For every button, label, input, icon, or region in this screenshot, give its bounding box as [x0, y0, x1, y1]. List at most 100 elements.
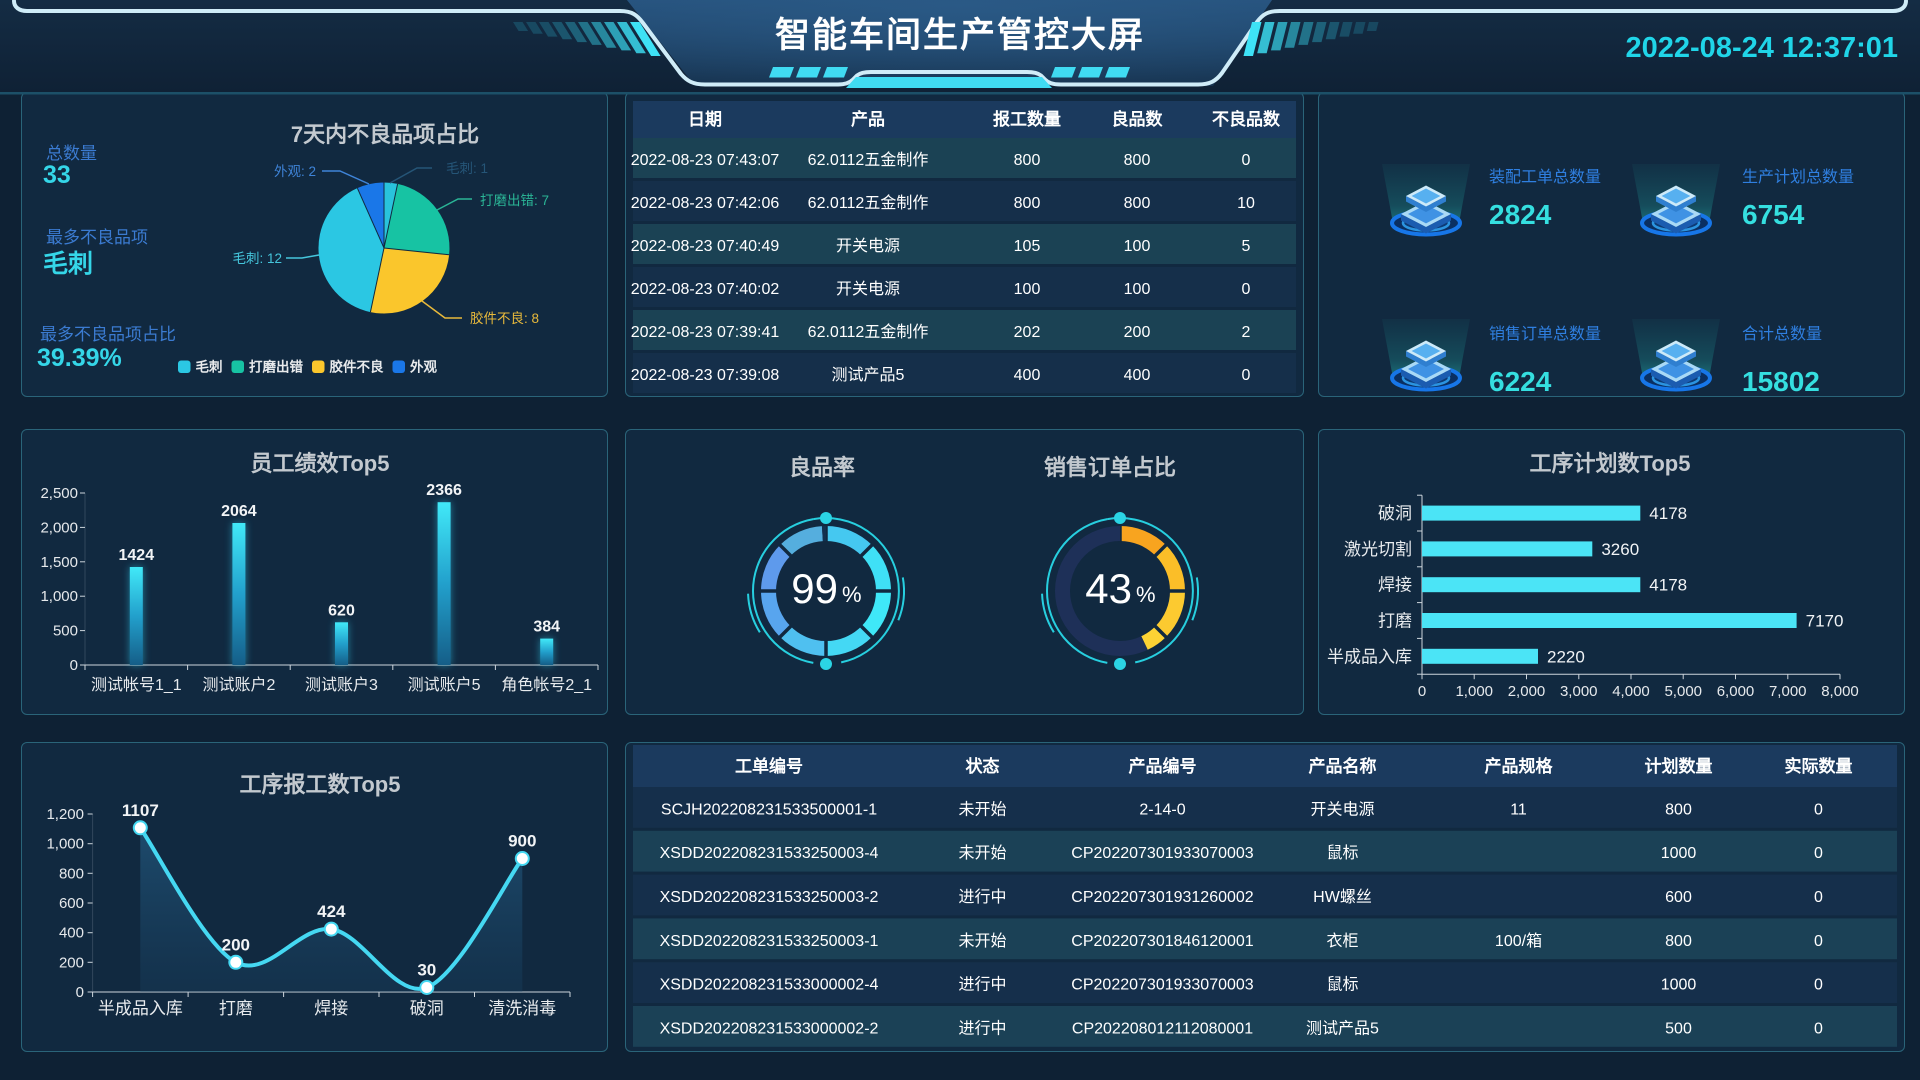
svg-text:进行中: 进行中	[958, 1019, 1006, 1037]
svg-text:2824: 2824	[1489, 199, 1552, 230]
svg-text:0: 0	[1814, 801, 1823, 818]
svg-text:焊接: 焊接	[1378, 576, 1412, 595]
svg-text:0: 0	[76, 984, 84, 1001]
svg-text:%: %	[842, 582, 862, 607]
svg-text:开关电源: 开关电源	[836, 237, 900, 255]
svg-text:外观: 外观	[410, 359, 437, 375]
svg-text:1000: 1000	[1661, 845, 1697, 862]
svg-text:8,000: 8,000	[1821, 683, 1859, 700]
svg-text:0: 0	[1242, 367, 1251, 384]
svg-text:半成品入库: 半成品入库	[98, 999, 183, 1018]
svg-text:800: 800	[1014, 152, 1041, 169]
svg-text:测试账户5: 测试账户5	[408, 676, 481, 694]
svg-text:XSDD202208231533250003-1: XSDD202208231533250003-1	[660, 933, 879, 950]
svg-text:100/箱: 100/箱	[1495, 932, 1542, 950]
svg-text:日期: 日期	[688, 110, 722, 129]
svg-text:毛刺: 12: 毛刺: 12	[232, 251, 282, 266]
svg-text:0: 0	[1242, 281, 1251, 298]
svg-text:2,500: 2,500	[40, 485, 78, 502]
svg-text:6754: 6754	[1742, 199, 1805, 230]
svg-text:2366: 2366	[426, 482, 462, 499]
svg-text:2022-08-23 07:39:08: 2022-08-23 07:39:08	[631, 367, 780, 384]
svg-text:半成品入库: 半成品入库	[1327, 647, 1412, 666]
svg-text:良品数: 良品数	[1112, 109, 1164, 129]
svg-text:600: 600	[1665, 889, 1692, 906]
svg-text:%: %	[1136, 582, 1156, 607]
svg-text:800: 800	[1665, 801, 1692, 818]
svg-text:2022-08-23 07:40:02: 2022-08-23 07:40:02	[631, 281, 780, 298]
svg-text:4,000: 4,000	[1612, 683, 1650, 700]
svg-text:0: 0	[70, 657, 78, 674]
svg-text:测试产品5: 测试产品5	[1306, 1019, 1379, 1037]
svg-text:开关电源: 开关电源	[1310, 800, 1374, 818]
svg-text:400: 400	[1014, 367, 1041, 384]
svg-text:6,000: 6,000	[1717, 683, 1755, 700]
svg-text:CP202207301933070003: CP202207301933070003	[1071, 845, 1254, 862]
svg-text:产品: 产品	[851, 109, 885, 129]
svg-text:0: 0	[1814, 889, 1823, 906]
svg-text:200: 200	[1124, 324, 1151, 341]
svg-text:6224: 6224	[1489, 366, 1552, 397]
svg-text:销售订单总数量: 销售订单总数量	[1489, 325, 1601, 343]
svg-text:毛刺: 1: 毛刺: 1	[446, 161, 488, 176]
svg-text:实际数量: 实际数量	[1785, 756, 1853, 776]
svg-text:3,000: 3,000	[1560, 683, 1598, 700]
svg-text:打磨: 打磨	[1378, 612, 1412, 631]
svg-text:0: 0	[1814, 933, 1823, 950]
svg-text:2-14-0: 2-14-0	[1139, 801, 1185, 818]
svg-text:测试产品5: 测试产品5	[832, 366, 905, 384]
svg-text:2: 2	[1242, 324, 1251, 341]
svg-text:2022-08-23 07:42:06: 2022-08-23 07:42:06	[631, 195, 780, 212]
svg-text:200: 200	[222, 935, 250, 954]
svg-text:99: 99	[791, 565, 838, 612]
svg-text:衣柜: 衣柜	[1326, 932, 1358, 950]
svg-text:800: 800	[1124, 195, 1151, 212]
svg-text:工单编号: 工单编号	[735, 756, 803, 776]
svg-text:100: 100	[1014, 281, 1041, 298]
svg-text:鼠标: 鼠标	[1326, 844, 1358, 862]
svg-text:清洗消毒: 清洗消毒	[488, 999, 556, 1018]
svg-text:1424: 1424	[119, 547, 155, 564]
svg-text:500: 500	[53, 623, 78, 640]
svg-text:角色帐号2_1: 角色帐号2_1	[501, 676, 592, 694]
svg-text:62.0112五金制作: 62.0112五金制作	[808, 151, 929, 169]
svg-text:激光切割: 激光切割	[1344, 540, 1412, 559]
svg-text:XSDD202208231533250003-4: XSDD202208231533250003-4	[660, 845, 879, 862]
svg-text:424: 424	[317, 902, 346, 921]
svg-text:1,000: 1,000	[40, 588, 78, 605]
svg-text:11: 11	[1510, 801, 1527, 818]
svg-text:XSDD202208231533250003-2: XSDD202208231533250003-2	[660, 889, 879, 906]
svg-text:400: 400	[59, 925, 84, 942]
svg-text:打磨出错: 7: 打磨出错: 7	[480, 192, 549, 208]
svg-text:100: 100	[1124, 281, 1151, 298]
svg-text:500: 500	[1665, 1020, 1692, 1037]
svg-text:焊接: 焊接	[314, 999, 348, 1018]
svg-text:未开始: 未开始	[958, 844, 1006, 862]
svg-text:毛刺: 毛刺	[196, 359, 223, 375]
svg-text:产品编号: 产品编号	[1129, 756, 1197, 776]
svg-text:0: 0	[1814, 845, 1823, 862]
svg-text:测试账户2: 测试账户2	[202, 676, 275, 694]
svg-text:1,500: 1,500	[40, 554, 78, 571]
svg-text:800: 800	[1124, 152, 1151, 169]
svg-text:105: 105	[1014, 238, 1041, 255]
svg-text:384: 384	[533, 619, 560, 636]
svg-text:2022-08-23 07:40:49: 2022-08-23 07:40:49	[631, 238, 780, 255]
svg-text:62.0112五金制作: 62.0112五金制作	[808, 323, 929, 341]
svg-text:XSDD202208231533000002-4: XSDD202208231533000002-4	[660, 977, 879, 994]
svg-text:620: 620	[328, 602, 355, 619]
svg-text:2220: 2220	[1547, 647, 1585, 666]
svg-text:未开始: 未开始	[958, 932, 1006, 950]
svg-text:7,000: 7,000	[1769, 683, 1807, 700]
svg-text:计划数量: 计划数量	[1645, 756, 1713, 776]
svg-text:200: 200	[59, 954, 84, 971]
svg-text:30: 30	[417, 961, 436, 980]
svg-text:CP202207301933070003: CP202207301933070003	[1071, 977, 1254, 994]
svg-text:0: 0	[1814, 1020, 1823, 1037]
svg-text:外观: 2: 外观: 2	[274, 164, 316, 179]
svg-text:5,000: 5,000	[1664, 683, 1702, 700]
svg-text:1107: 1107	[122, 801, 159, 820]
svg-text:0: 0	[1814, 977, 1823, 994]
svg-text:202: 202	[1014, 324, 1041, 341]
svg-text:800: 800	[59, 865, 84, 882]
